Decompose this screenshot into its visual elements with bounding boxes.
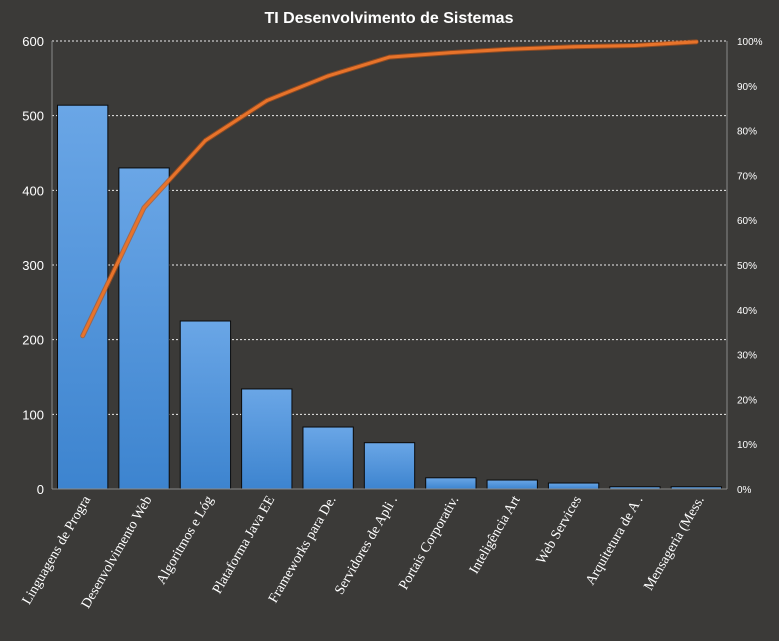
bar-series — [57, 104, 722, 490]
y2-tick-label: 90% — [737, 82, 757, 93]
line-point — [265, 99, 269, 103]
bar — [547, 482, 600, 490]
y2-tick-label: 80% — [737, 127, 757, 138]
y2-tick-label: 50% — [737, 261, 757, 272]
y-tick-label: 0 — [37, 482, 44, 497]
bar — [118, 167, 170, 490]
line-point — [142, 206, 146, 210]
y2-tick-label: 40% — [737, 306, 757, 317]
line-point — [694, 40, 698, 44]
chart-title: TI Desenvolvimento de Sistemas — [265, 10, 514, 27]
line-point — [633, 43, 637, 47]
line-point — [449, 51, 453, 55]
y-tick-label: 300 — [22, 258, 44, 273]
y2-tick-label: 100% — [737, 37, 763, 48]
y-tick-label: 500 — [22, 109, 44, 124]
y2-tick-label: 10% — [737, 440, 757, 451]
line-point — [203, 138, 207, 142]
bar — [241, 388, 293, 490]
y-tick-label: 400 — [22, 183, 44, 198]
y-tick-label: 100 — [22, 407, 44, 422]
bar — [363, 442, 416, 490]
bar — [425, 477, 477, 490]
y2-tick-label: 0% — [737, 485, 752, 496]
y2-tick-label: 20% — [737, 395, 757, 406]
y2-tick-label: 70% — [737, 171, 757, 182]
line-point — [81, 334, 85, 338]
line-point — [388, 55, 391, 59]
y-tick-label: 200 — [22, 333, 44, 348]
bar — [179, 320, 232, 490]
y2-tick-label: 60% — [737, 216, 757, 227]
bar — [302, 426, 354, 490]
cumulative-line-series — [80, 39, 699, 339]
bar — [486, 479, 538, 490]
line-point — [510, 47, 514, 51]
y-tick-label: 600 — [22, 34, 44, 49]
line-point — [572, 45, 576, 49]
line-point — [326, 74, 330, 78]
y2-tick-label: 30% — [737, 351, 757, 362]
